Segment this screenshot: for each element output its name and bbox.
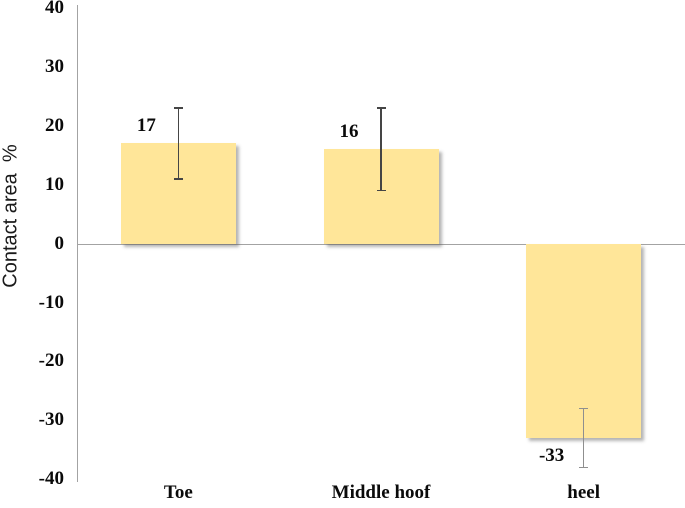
error-bar-cap-top (376, 107, 386, 109)
error-bar-cap-top (579, 407, 589, 410)
category-label: Toe (163, 482, 193, 503)
error-bar-cap-bottom (173, 178, 183, 180)
category-label: heel (567, 482, 601, 503)
error-bar-line (380, 108, 382, 191)
bar-value-label: -33 (538, 444, 565, 466)
error-bar-line (177, 108, 180, 179)
bar-heel (526, 243, 642, 438)
error-bar-cap-bottom (579, 466, 589, 469)
y-tick-label: -30 (38, 409, 64, 431)
y-tick-label: -20 (38, 350, 64, 372)
bar-value-label: 17 (136, 115, 156, 137)
bar-value-label: 16 (339, 121, 359, 143)
y-tick-label: 10 (45, 173, 64, 195)
error-bar-line (582, 408, 585, 468)
zero-gridline (77, 243, 685, 245)
error-bar-cap-bottom (376, 189, 386, 192)
category-label: Middle hoof (331, 482, 431, 503)
y-tick-label: 30 (45, 55, 64, 77)
y-tick-label: 0 (54, 232, 65, 254)
y-tick-label: -10 (38, 291, 64, 313)
error-bar-cap-top (173, 107, 183, 109)
y-tick-label: 40 (45, 0, 64, 18)
y-tick-label: 20 (45, 114, 64, 136)
y-tick-label: -40 (38, 468, 64, 490)
